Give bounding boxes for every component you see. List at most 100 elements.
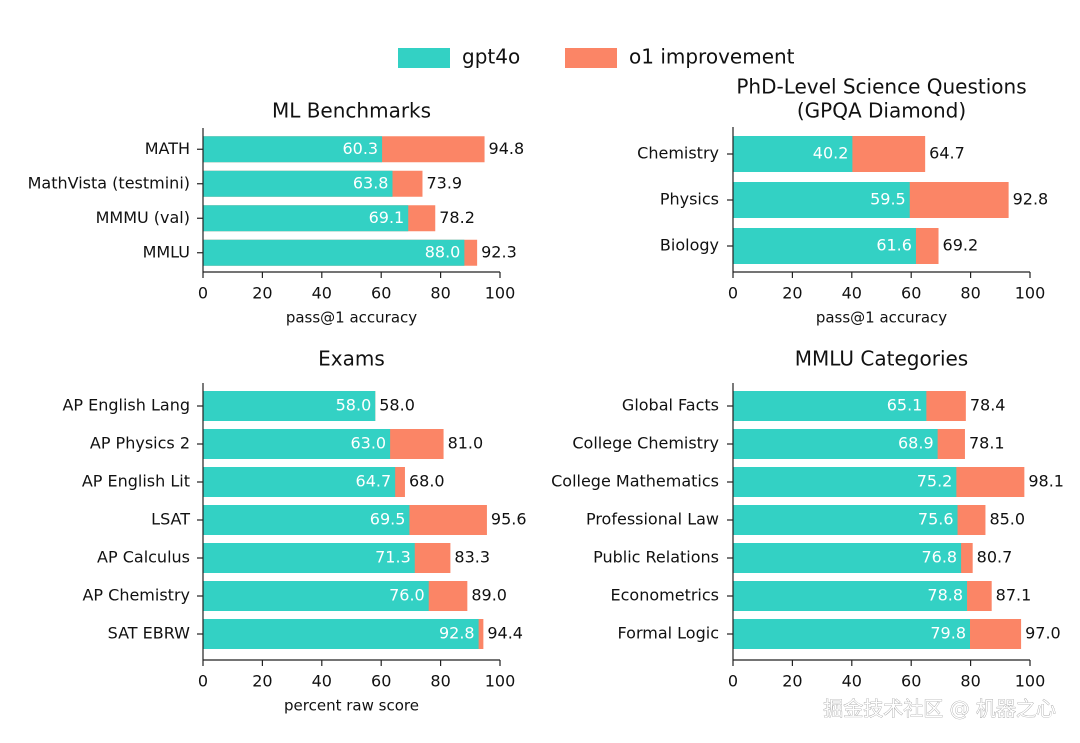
value-label: 94.8 [489, 139, 525, 158]
bar [203, 136, 383, 163]
value-label: 63.0 [350, 434, 386, 453]
value-label: 78.4 [970, 396, 1006, 415]
value-label: 95.6 [491, 510, 527, 529]
value-label: 97.0 [1025, 624, 1061, 643]
y-tick-label: AP Calculus [97, 548, 190, 567]
x-tick-label: 0 [198, 672, 208, 691]
y-tick-label: Physics [660, 190, 719, 209]
value-label: 92.8 [439, 624, 475, 643]
bar [733, 467, 957, 497]
y-tick-label: College Chemistry [572, 434, 719, 453]
bar [733, 136, 853, 172]
value-label: 83.3 [454, 548, 490, 567]
bar [203, 619, 479, 649]
chart-title: MMLU Categories [795, 347, 968, 371]
y-tick-label: MathVista (testmini) [28, 173, 190, 192]
x-tick-label: 60 [901, 284, 921, 303]
value-label: 76.8 [921, 548, 957, 567]
value-label: 79.8 [930, 624, 966, 643]
y-tick-label: MMLU [143, 242, 190, 261]
value-label: 88.0 [425, 242, 461, 261]
value-label: 87.1 [996, 586, 1032, 605]
y-tick-label: Professional Law [586, 510, 719, 529]
chart-title: ML Benchmarks [272, 99, 431, 123]
value-label: 40.2 [813, 144, 849, 163]
value-label: 69.2 [943, 236, 979, 255]
y-tick-label: AP English Lang [62, 396, 190, 415]
value-label: 92.3 [481, 242, 517, 261]
legend-swatch [565, 48, 617, 68]
bar [733, 581, 968, 611]
value-label: 60.3 [342, 139, 378, 158]
x-axis-label: pass@1 accuracy [286, 309, 417, 327]
x-tick-label: 100 [485, 672, 516, 691]
x-axis-label: pass@1 accuracy [816, 309, 947, 327]
value-label: 73.9 [426, 173, 462, 192]
value-label: 61.6 [876, 236, 912, 255]
value-label: 80.7 [977, 548, 1013, 567]
y-tick-label: Public Relations [593, 548, 719, 567]
chart-title: PhD-Level Science Questions [736, 75, 1026, 99]
bar [203, 205, 409, 232]
x-tick-label: 0 [728, 284, 738, 303]
legend-swatch [398, 48, 450, 68]
x-tick-label: 60 [371, 284, 391, 303]
bar [203, 170, 393, 197]
x-tick-label: 100 [1015, 284, 1046, 303]
value-label: 64.7 [356, 472, 392, 491]
bar [733, 505, 958, 535]
x-tick-label: 100 [485, 284, 516, 303]
x-tick-label: 20 [782, 672, 802, 691]
value-label: 98.1 [1028, 472, 1064, 491]
bar [733, 182, 910, 218]
value-label: 92.8 [1013, 190, 1049, 209]
y-tick-label: AP Chemistry [82, 586, 190, 605]
x-tick-label: 40 [312, 284, 332, 303]
value-label: 68.9 [898, 434, 934, 453]
value-label: 68.0 [409, 472, 445, 491]
chart-subtitle: (GPQA Diamond) [797, 99, 966, 123]
y-tick-label: Global Facts [622, 396, 719, 415]
y-tick-label: Biology [660, 236, 719, 255]
value-label: 69.5 [370, 510, 406, 529]
legend-label: gpt4o [462, 45, 520, 69]
bar [203, 581, 429, 611]
x-axis-label: percent raw score [284, 697, 419, 715]
value-label: 63.8 [353, 173, 389, 192]
x-tick-label: 40 [842, 672, 862, 691]
chart-title: Exams [318, 347, 385, 371]
value-label: 78.8 [927, 586, 963, 605]
value-label: 94.4 [487, 624, 523, 643]
bar [733, 429, 938, 459]
y-tick-label: Chemistry [637, 144, 719, 163]
legend-label: o1 improvement [629, 45, 795, 69]
y-tick-label: College Mathematics [551, 472, 719, 491]
x-tick-label: 20 [782, 284, 802, 303]
y-tick-label: MMMU (val) [96, 208, 190, 227]
x-tick-label: 80 [960, 672, 980, 691]
value-label: 64.7 [929, 144, 965, 163]
x-tick-label: 40 [842, 284, 862, 303]
value-label: 58.0 [336, 396, 372, 415]
value-label: 81.0 [448, 434, 484, 453]
bar [733, 619, 971, 649]
value-label: 75.2 [917, 472, 953, 491]
value-label: 71.3 [375, 548, 411, 567]
value-label: 58.0 [379, 396, 415, 415]
value-label: 78.2 [439, 208, 475, 227]
y-tick-label: LSAT [151, 510, 190, 529]
bar [203, 467, 396, 497]
bar [203, 239, 465, 266]
x-tick-label: 20 [252, 284, 272, 303]
bar [203, 543, 415, 573]
value-label: 85.0 [989, 510, 1025, 529]
y-tick-label: MATH [145, 139, 190, 158]
x-tick-label: 0 [728, 672, 738, 691]
x-tick-label: 20 [252, 672, 272, 691]
y-tick-label: AP Physics 2 [90, 434, 190, 453]
watermark: 掘金技术社区 @ 机器之心 [823, 697, 1056, 721]
bar [203, 391, 376, 421]
x-tick-label: 100 [1015, 672, 1046, 691]
x-tick-label: 60 [371, 672, 391, 691]
